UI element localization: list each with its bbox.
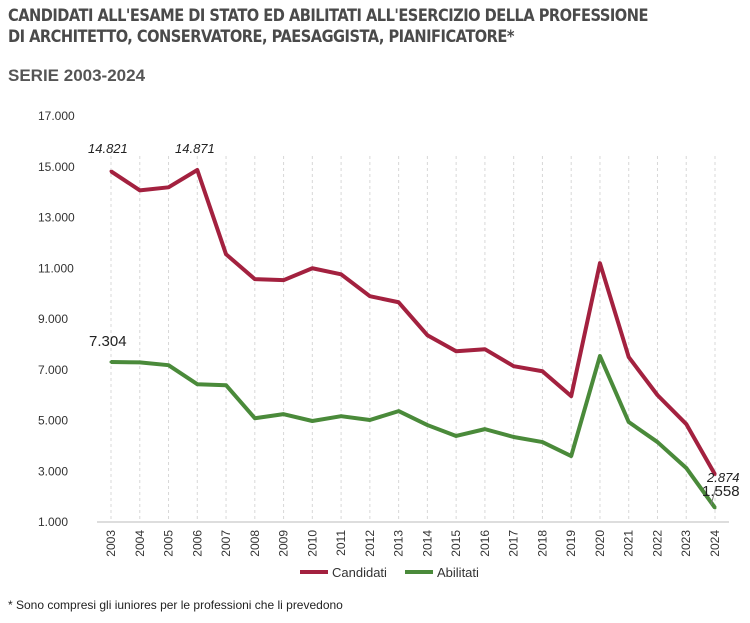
data-point <box>224 252 228 256</box>
data-point <box>540 369 544 373</box>
data-point <box>425 333 429 337</box>
y-tick-label: 17.000 <box>38 109 75 123</box>
series-line-candidati <box>109 168 717 476</box>
data-point <box>368 418 372 422</box>
data-label: 2.874 <box>706 470 740 485</box>
data-point <box>655 440 659 444</box>
data-label: 14.871 <box>175 141 215 156</box>
data-point <box>397 409 401 413</box>
data-point <box>310 266 314 270</box>
data-label: 1.558 <box>702 483 740 500</box>
x-tick-label: 2003 <box>104 530 118 557</box>
data-point <box>483 427 487 431</box>
x-tick-label: 2006 <box>190 530 204 557</box>
y-tick-label: 5.000 <box>38 414 68 428</box>
data-point <box>195 168 199 172</box>
data-point <box>655 393 659 397</box>
x-tick-label: 2018 <box>535 530 549 557</box>
x-tick-label: 2005 <box>162 530 176 557</box>
x-tick-label: 2017 <box>507 530 521 557</box>
x-tick-label: 2023 <box>679 530 693 557</box>
data-point <box>253 277 257 281</box>
x-tick-label: 2013 <box>392 530 406 557</box>
data-point <box>282 278 286 282</box>
data-point <box>598 261 602 265</box>
data-point <box>454 349 458 353</box>
data-point <box>684 422 688 426</box>
data-point <box>109 169 113 173</box>
data-point <box>540 440 544 444</box>
x-tick-label: 2010 <box>305 530 319 557</box>
data-point <box>224 383 228 387</box>
x-tick-label: 2019 <box>564 530 578 557</box>
y-tick-label: 7.000 <box>38 363 68 377</box>
series-line-abilitati <box>110 354 717 510</box>
legend-label: Abilitati <box>437 565 479 580</box>
data-point <box>627 420 631 424</box>
data-point <box>713 472 717 476</box>
footnote: * Sono compresi gli iuniores per le prof… <box>8 598 343 612</box>
data-point <box>713 506 717 510</box>
x-tick-label: 2011 <box>334 530 348 556</box>
title-line: CANDIDATI ALL'ESAME DI STATO ED ABILITAT… <box>8 6 648 26</box>
data-point <box>167 363 171 367</box>
data-point <box>310 419 314 423</box>
legend-label: Candidati <box>332 565 387 580</box>
data-point <box>425 423 429 427</box>
data-point <box>684 466 688 470</box>
data-point <box>627 355 631 359</box>
y-tick-label: 3.000 <box>38 464 68 478</box>
x-tick-label: 2016 <box>478 530 492 557</box>
x-tick-label: 2014 <box>420 530 434 557</box>
data-point <box>483 347 487 351</box>
data-point <box>512 435 516 439</box>
x-tick-label: 2009 <box>277 530 291 557</box>
y-tick-label: 15.000 <box>38 160 75 174</box>
label-leader <box>710 486 717 506</box>
data-point <box>454 434 458 438</box>
chart-subtitle: SERIE 2003-2024 <box>8 66 146 85</box>
y-tick-label: 1.000 <box>38 515 68 529</box>
data-point <box>598 354 602 358</box>
x-tick-label: 2008 <box>248 530 262 557</box>
x-tick-label: 2021 <box>622 530 636 557</box>
chart-title: CANDIDATI ALL'ESAME DI STATO ED ABILITAT… <box>8 6 748 48</box>
data-label: 14.821 <box>88 141 128 156</box>
title-line: DI ARCHITETTO, CONSERVATORE, PAESAGGISTA… <box>8 27 515 47</box>
x-tick-label: 2007 <box>219 530 233 557</box>
x-tick-label: 2024 <box>708 530 722 557</box>
data-label: 7.304 <box>89 333 127 350</box>
data-point <box>339 272 343 276</box>
x-tick-label: 2020 <box>593 530 607 557</box>
data-point <box>138 188 142 192</box>
y-tick-label: 9.000 <box>38 312 68 326</box>
data-point <box>253 416 257 420</box>
data-point <box>109 360 113 364</box>
data-point <box>282 412 286 416</box>
data-point <box>138 360 142 364</box>
data-point <box>397 300 401 304</box>
data-point <box>569 394 573 398</box>
x-tick-label: 2004 <box>133 530 147 557</box>
x-tick-label: 2022 <box>650 530 664 557</box>
data-point <box>195 382 199 386</box>
y-tick-label: 13.000 <box>38 211 75 225</box>
data-point <box>368 294 372 298</box>
y-tick-label: 11.000 <box>38 261 74 275</box>
data-point <box>339 414 343 418</box>
data-point <box>569 454 573 458</box>
x-tick-label: 2015 <box>449 530 463 557</box>
data-point <box>167 185 171 189</box>
data-point <box>512 364 516 368</box>
x-tick-label: 2012 <box>363 530 377 557</box>
